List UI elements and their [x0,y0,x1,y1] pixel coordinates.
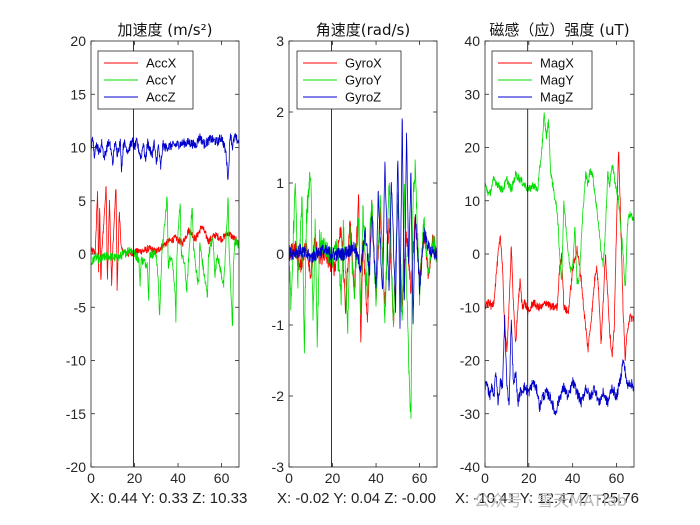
acc-xtick-label: 40 [170,470,186,486]
gyro-ytick-label: 1 [276,175,284,191]
acc-xtick-label: 20 [127,470,143,486]
series-gyroz-line [289,118,437,329]
gyro-xtick-label: 20 [325,470,341,486]
mag-panel: -40 -30 -20 -10 0 10 20 30 40 0 20 40 60 磁感（应）强度 (uT)… [460,21,635,486]
mag-xtick-label: 40 [565,470,581,486]
gyro-title: 角速度(rad/s) [316,21,410,39]
series-accx-line [91,185,239,291]
series-accy-line [91,196,239,327]
legend-magx-label: MagX [540,56,574,71]
mag-ytick-label: -30 [460,406,480,422]
mag-ytick-label: 30 [464,86,480,102]
series-magx-line [485,151,634,361]
gyro-ytick-label: -1 [272,317,285,333]
gyro-ytick-label: 3 [276,33,284,49]
legend-accz-label: AccZ [146,90,176,105]
gyro-ytick-label: -2 [272,388,285,404]
mag-title: 磁感（应）强度 (uT) [489,21,629,39]
gyro-legend: GyroX GyroY GyroZ [296,50,402,110]
acc-xtick-label: 0 [87,470,95,486]
mag-xtick-label: 20 [521,470,537,486]
legend-accy-label: AccY [146,73,177,88]
acc-readout: X: 0.44 Y: 0.33 Z: 10.33 [90,490,248,507]
acc-xtick-label: 60 [214,470,230,486]
mag-legend: MagX MagY MagZ [491,50,593,110]
mag-ytick-label: -40 [460,459,480,475]
acc-ytick-label: 20 [70,33,86,49]
acc-ytick-label: 10 [70,140,86,156]
acc-ytick-label: 0 [78,246,86,262]
acc-ytick-label: -10 [66,353,86,369]
mag-ytick-label: 0 [472,246,480,262]
mag-ytick-label: 10 [464,193,480,209]
gyro-ytick-label: 2 [276,104,284,120]
legend-gyroy-label: GyroY [345,73,382,88]
mag-readout: X: -10.41 Y: 12.47 Z: -25.76 [455,490,640,507]
acc-series-group [91,133,239,327]
gyro-ytick-label: 0 [276,246,284,262]
gyro-ytick-label: -3 [272,459,285,475]
watermark: 公众号 · 雪天MATlab [474,491,627,510]
gyro-xtick-label: 40 [368,470,384,486]
mag-ytick-label: -20 [460,353,480,369]
acc-ytick-label: -20 [66,459,86,475]
gyro-series-group [289,118,437,419]
legend-accx-label: AccX [146,56,177,71]
mag-ytick-label: 20 [464,140,480,156]
acc-ytick-label: 15 [70,86,86,102]
legend-magy-label: MagY [540,73,574,88]
series-magy-line [485,112,634,287]
series-magz-line [485,314,634,416]
legend-gyrox-label: GyroX [345,56,382,71]
series-accz-line [91,133,239,180]
acc-ytick-label: -15 [66,406,86,422]
mag-xtick-label: 60 [609,470,625,486]
legend-gyroz-label: GyroZ [345,90,381,105]
series-gyroy-line [289,159,437,419]
gyro-readout: X: -0.02 Y: 0.04 Z: -0.00 [277,490,436,507]
acc-ytick-label: 5 [78,193,86,209]
acc-title: 加速度 (m/s²) [118,21,213,39]
acc-panel: -20 -15 -10 -5 0 5 10 15 20 0 20 40 60 加速度 (m/s²) AccX… [66,21,240,486]
gyro-xtick-label: 60 [412,470,428,486]
acc-ytick-label: -5 [74,299,87,315]
mag-xtick-label: 0 [481,470,489,486]
mag-ytick-label: -10 [460,299,480,315]
acc-legend: AccX AccY AccZ [97,50,194,110]
gyro-xtick-label: 0 [285,470,293,486]
legend-magz-label: MagZ [540,90,573,105]
mag-ytick-label: 40 [464,33,480,49]
mag-series-group [485,112,634,416]
